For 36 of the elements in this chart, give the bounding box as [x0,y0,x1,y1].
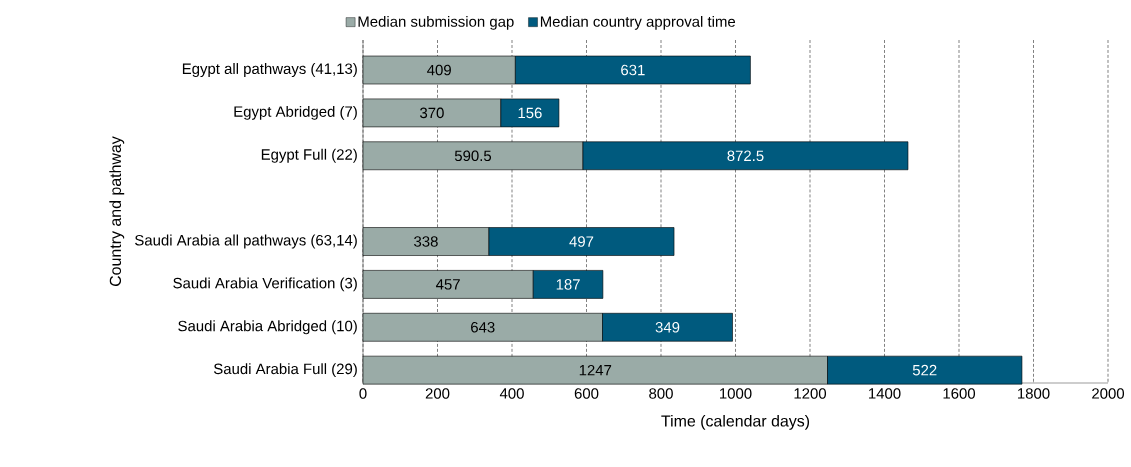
x-tick-label: 0 [359,388,367,399]
x-tick-label: 1800 [1018,388,1050,399]
y-tick-label: Saudi Arabia all pathways (63,14) [135,234,357,249]
data-label: 497 [569,236,594,247]
data-label: 338 [414,236,438,247]
x-axis-title: Time (calendar days) [661,414,810,430]
data-label: 457 [435,279,460,290]
x-tick-label: 1200 [794,388,827,399]
data-label: 872.5 [727,150,764,162]
legend-label: Median country approval time [540,15,736,30]
data-label: 409 [427,64,451,76]
y-tick-label: Saudi Arabia Verification (3) [173,277,357,292]
x-tick-label: 400 [499,388,524,399]
y-tick-label: Egypt Abridged (7) [234,105,357,120]
x-tick-label: 200 [425,388,450,399]
legend-label: Median submission gap [358,15,514,30]
data-label: 187 [556,279,580,290]
data-label: 590.5 [454,150,492,162]
y-tick-label: Egypt all pathways (41,13) [182,63,357,77]
data-label: 631 [621,64,645,76]
x-tick-label: 1600 [943,388,976,399]
x-tick-label: 600 [574,388,599,399]
x-tick-label: 1400 [869,388,901,399]
x-tick-label: 1000 [720,388,752,399]
data-label: 156 [518,107,542,119]
data-label: 349 [655,321,680,333]
data-label: 643 [471,321,495,333]
x-tick-label: 2000 [1092,388,1125,399]
data-label: 370 [420,107,444,119]
y-axis-title: Country and pathway [109,136,125,287]
y-tick-label: Saudi Arabia Abridged (10) [178,320,357,335]
y-tick-label: Saudi Arabia Full (29) [213,363,357,378]
data-label: 1247 [579,364,612,376]
x-tick-label: 800 [649,388,673,399]
data-label: 522 [912,364,937,376]
y-tick-label: Egypt Full (22) [261,148,357,163]
